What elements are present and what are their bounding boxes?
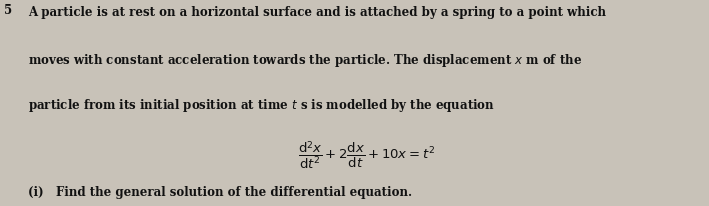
Text: $\dfrac{\mathrm{d}^2x}{\mathrm{d}t^2}+2\dfrac{\mathrm{d}x}{\mathrm{d}t}+10x=t^2$: $\dfrac{\mathrm{d}^2x}{\mathrm{d}t^2}+2\… xyxy=(298,139,435,170)
Text: A particle is at rest on a horizontal surface and is attached by a spring to a p: A particle is at rest on a horizontal su… xyxy=(28,6,606,19)
Text: (i)   Find the general solution of the differential equation.: (i) Find the general solution of the dif… xyxy=(28,185,413,198)
Text: particle from its initial position at time $t$ s is modelled by the equation: particle from its initial position at ti… xyxy=(28,97,496,114)
Text: 5: 5 xyxy=(4,4,11,17)
Text: moves with constant acceleration towards the particle. The displacement $x$ m of: moves with constant acceleration towards… xyxy=(28,52,582,68)
